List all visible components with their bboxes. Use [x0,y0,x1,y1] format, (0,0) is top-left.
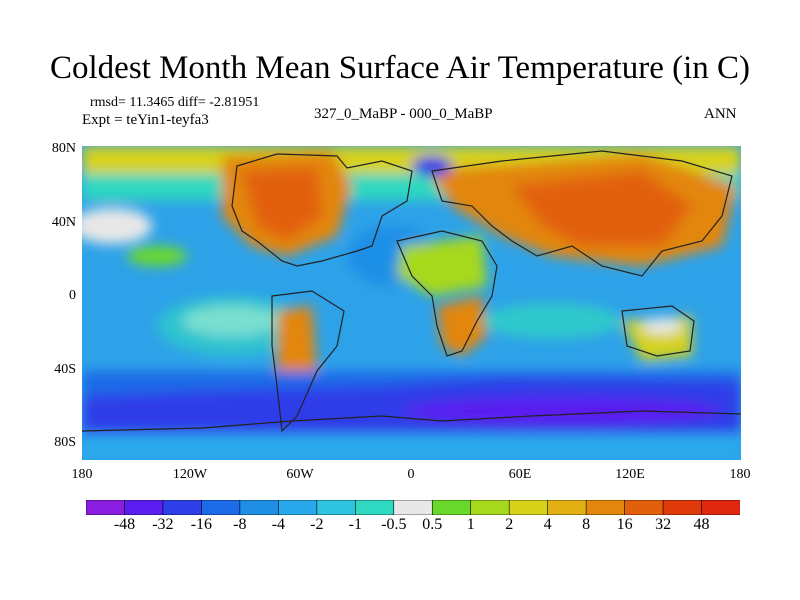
colorbar-tick-label: 4 [543,516,552,533]
colorbar-tick-label: -16 [190,516,213,533]
pacific-white-patch-north [82,208,152,244]
experiment-label: Expt = teYin1-teyfa3 [82,112,209,128]
lon-label-180e: 180 [729,467,751,482]
lat-label-40s: 40S [54,362,76,377]
north-africa [397,236,487,296]
eurasia-core [512,171,692,246]
colorbar-swatch [354,500,395,515]
north-america-core [242,168,322,241]
colorbar-swatch [316,500,356,515]
colorbar-tick-label: 0.5 [422,516,443,533]
colorbar-swatch [585,500,626,515]
colorbar-swatch [86,500,125,515]
lat-label-40n: 40N [51,215,76,230]
lon-label-60e: 60E [508,467,532,482]
coastlines [82,150,741,433]
season-label: ANN [704,106,737,122]
colorbar-tick-label: -0.5 [381,516,407,533]
colorbar-tick-label: -48 [113,516,136,533]
colorbar-swatch [201,500,241,515]
colorbar-swatch [278,500,318,515]
colorbar-swatch [239,500,279,515]
colorbar-tick-label: -1 [348,516,362,533]
lat-label-80n: 80N [51,141,76,156]
colorbar-tick-label: 32 [655,516,672,533]
period-label: 327_0_MaBP - 000_0_MaBP [314,106,493,122]
colorbar-swatch [662,500,703,515]
colorbar-swatch [124,500,164,515]
north-america-coast [231,153,413,267]
colorbar-tick-label: 8 [582,516,591,533]
lat-label-80s: 80S [54,435,76,450]
colorbar-swatch [508,500,549,515]
pacific-green-patch [127,246,187,266]
colorbar-swatch [470,500,510,515]
lon-label-120e: 120E [615,467,645,482]
eurasia-coast [431,150,733,277]
colorbar-swatch [624,500,664,515]
colorbar-tick-label: -2 [310,516,324,533]
indian-ocean-patch [482,303,622,339]
colorbar-swatch [393,500,433,515]
colorbar-tick-label: -8 [233,516,247,533]
lon-label-180w: 180 [71,467,93,482]
australia-coast [621,305,695,357]
colorbar-swatch [431,500,472,515]
temperature-map [82,146,741,460]
colorbar-tick-label: -32 [152,516,174,533]
colorbar-tick-label: 48 [693,516,710,533]
colorbar [86,500,740,515]
lon-label-0: 0 [407,467,415,482]
colorbar-swatch [162,500,202,515]
rmsd-diff-text: rmsd= 11.3465 diff= -2.81951 [90,95,260,110]
deep-cold-patch [402,397,722,425]
antarctica-coast [82,410,741,432]
colorbar-tick-label: 16 [616,516,633,533]
lon-label-60w: 60W [286,467,314,482]
colorbar-tick-label: 2 [505,516,514,533]
lon-label-120w: 120W [172,467,208,482]
africa-anomaly [437,296,487,356]
colorbar-tick-label: -4 [271,516,286,533]
africa-coast [396,230,498,357]
map-field [82,146,741,460]
pacific-teal-patch [157,296,307,356]
south-polar-band [82,434,741,460]
australia-white [642,318,682,334]
colorbar-swatch [547,500,587,515]
colorbar-swatch [701,500,740,515]
lat-label-0: 0 [69,288,76,303]
page-title: Coldest Month Mean Surface Air Temperatu… [50,50,750,86]
colorbar-tick-label: 1 [466,516,475,533]
south-america-coast [271,290,345,433]
north-atlantic-cold [412,156,452,176]
